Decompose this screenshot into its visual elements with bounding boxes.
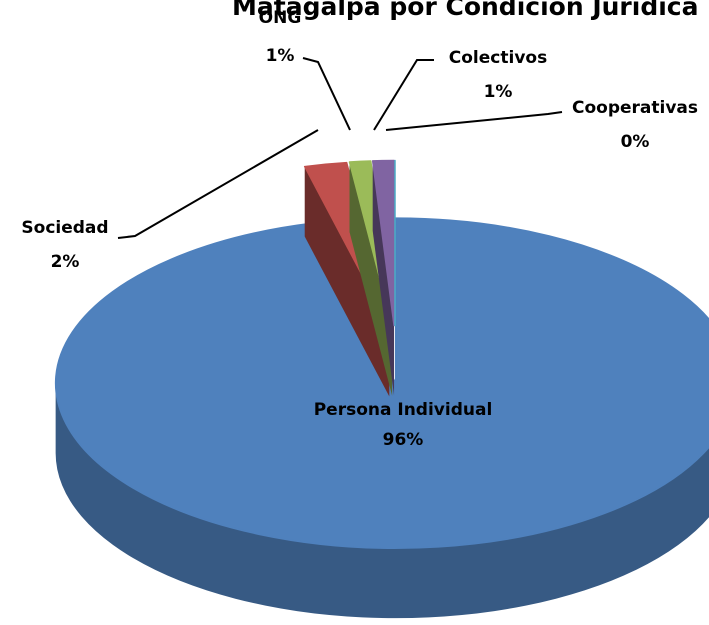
leader-line — [302, 57, 351, 131]
slice-label: Colectivos — [449, 48, 547, 68]
leader-line — [385, 111, 563, 131]
slice-value-label: 1% — [266, 46, 295, 66]
slice-label: ONG — [259, 8, 302, 28]
slice-value-label: 1% — [484, 82, 513, 102]
slice-label: Sociedad — [21, 218, 108, 238]
pie — [54, 159, 709, 619]
slice-value-label: 2% — [51, 252, 80, 272]
slice-label: Persona Individual — [314, 400, 493, 420]
leader-lines — [117, 57, 563, 239]
slice-label: Cooperativas — [572, 98, 698, 118]
slice-side — [55, 383, 709, 619]
slice-wall — [372, 160, 395, 396]
chart-title: Matagalpa por Condición Jurídica — [232, 0, 698, 21]
slice — [371, 159, 395, 327]
labels: Persona Individual 96% Sociedad 2% ONG 1% Cole… — [21, 8, 698, 450]
leader-line — [373, 59, 434, 131]
slice-value-label: 0% — [621, 132, 650, 152]
slice-wall — [304, 166, 390, 397]
leader-line — [117, 129, 319, 239]
slice-value-label: 96% — [383, 430, 424, 450]
slice-wall — [349, 162, 393, 396]
